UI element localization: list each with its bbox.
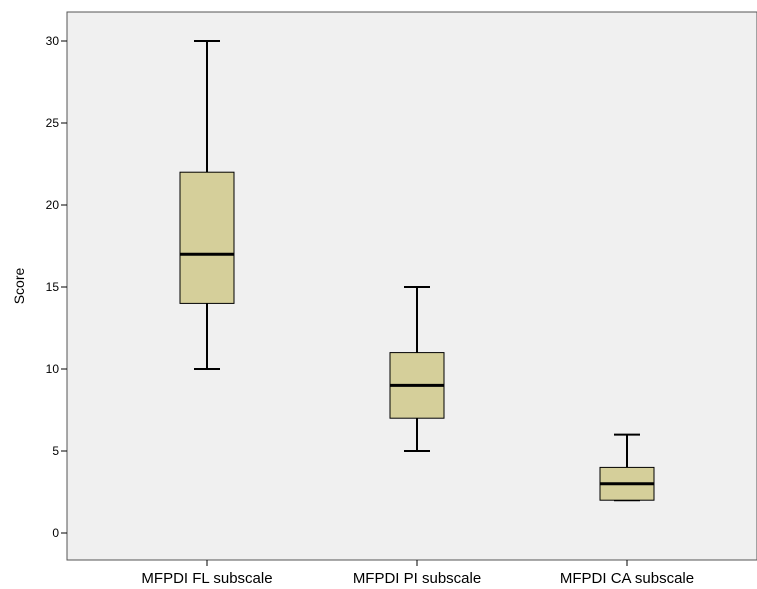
y-tick-label: 15 [46, 280, 60, 294]
y-axis: 0 5 10 15 20 25 30 [46, 34, 67, 540]
x-axis: MFPDI FL subscale MFPDI PI subscale MFPDI … [141, 560, 694, 587]
x-tick-label: MFPDI CA subscale [560, 570, 694, 587]
box-3 [599, 433, 655, 502]
box-1 [179, 40, 235, 370]
y-axis-title: Score [11, 268, 27, 305]
y-tick-label: 25 [46, 116, 60, 130]
box-2 [389, 286, 445, 452]
y-tick-label: 20 [46, 198, 60, 212]
iqr-box [179, 171, 235, 304]
boxes-group [179, 40, 655, 502]
y-tick-label: 5 [52, 444, 59, 458]
y-tick-label: 10 [46, 362, 60, 376]
x-tick-label: MFPDI PI subscale [353, 570, 481, 587]
y-tick-label: 30 [46, 34, 60, 48]
x-tick-label: MFPDI FL subscale [141, 570, 272, 587]
y-tick-label: 0 [52, 526, 59, 540]
